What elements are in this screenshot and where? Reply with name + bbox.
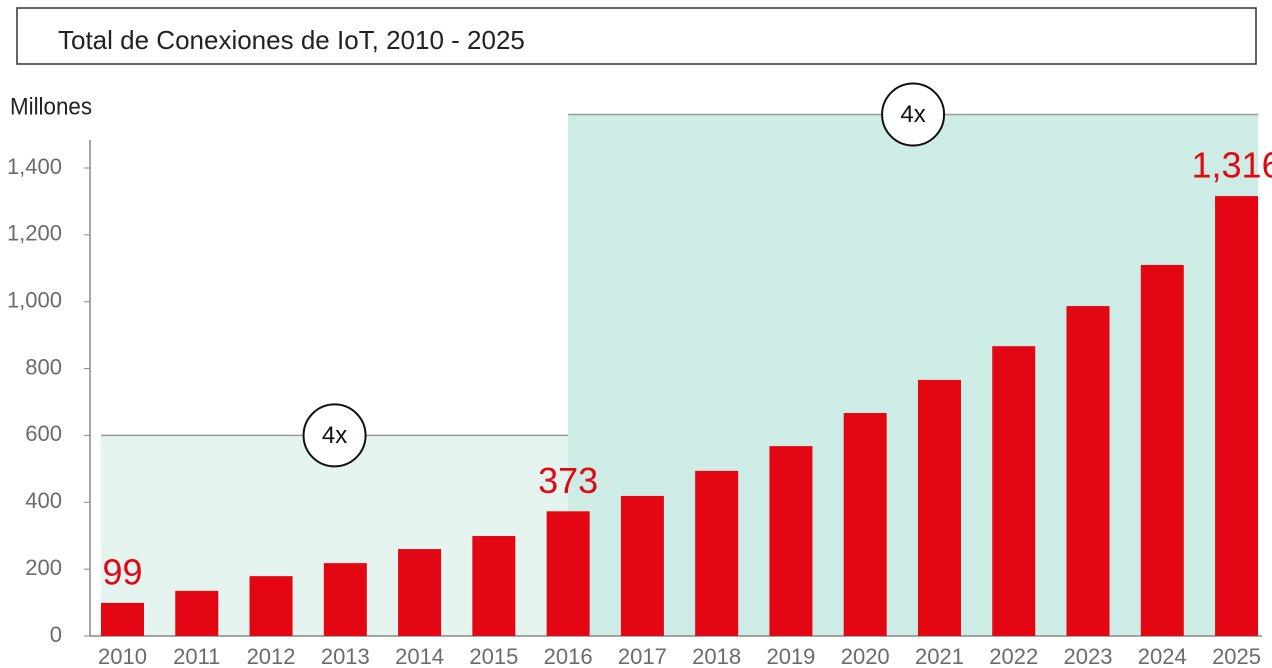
bar (1140, 264, 1184, 636)
bar (1066, 306, 1110, 636)
x-tick-label: 2023 (1064, 644, 1113, 668)
x-tick-label: 2018 (692, 644, 741, 668)
annotation-circle (881, 82, 946, 147)
x-tick-label: 2010 (98, 644, 147, 668)
annotation-circle (302, 403, 367, 468)
x-tick-label: 2011 (173, 644, 220, 668)
value-label: 1,316 (1192, 145, 1272, 186)
bar (620, 495, 664, 636)
x-tick-label: 2024 (1138, 644, 1187, 668)
value-label: 99 (102, 551, 142, 592)
x-tick-label: 2020 (841, 644, 890, 668)
bar (249, 576, 293, 636)
chart-title: Total de Conexiones de IoT, 2010 - 2025 (58, 25, 525, 55)
bar (546, 511, 590, 636)
x-tick-label: 2025 (1212, 644, 1261, 668)
annotation-text: 4x (322, 422, 347, 449)
bar (843, 413, 887, 636)
bar (175, 590, 219, 636)
x-tick-label: 2017 (618, 644, 667, 668)
x-tick-label: 2012 (247, 644, 296, 668)
bar (992, 346, 1036, 636)
y-tick-label: 0 (50, 622, 62, 647)
x-tick-label: 2015 (469, 644, 518, 668)
bar (917, 379, 961, 636)
bar (101, 602, 144, 636)
x-tick-label: 2013 (321, 644, 370, 668)
bar (695, 470, 739, 636)
bar (472, 536, 516, 636)
bar (1215, 196, 1259, 636)
y-tick-label: 800 (25, 354, 62, 379)
value-label: 373 (538, 460, 598, 501)
x-tick-label: 2014 (395, 644, 444, 668)
x-tick-label: 2022 (989, 644, 1038, 668)
plot: 0 200 400 600 800 1,000 1,200 1,400 2010 99 2011 20… (7, 82, 1272, 668)
y-tick-label: 1,200 (7, 221, 62, 246)
x-tick-label: 2019 (766, 644, 815, 668)
y-tick-label: 1,400 (7, 154, 62, 179)
bar (769, 446, 813, 636)
x-tick-label: 2021 (915, 644, 964, 668)
bar (398, 549, 442, 636)
y-tick-label: 400 (25, 488, 62, 513)
y-tick-label: 1,000 (7, 288, 62, 313)
title-box (16, 7, 1257, 65)
y-axis-label: Millones (10, 93, 92, 120)
y-tick-label: 600 (25, 421, 62, 446)
bar (323, 563, 367, 636)
y-tick-label: 200 (25, 555, 62, 580)
x-tick-label: 2016 (544, 644, 593, 668)
annotation-text: 4x (900, 101, 925, 128)
